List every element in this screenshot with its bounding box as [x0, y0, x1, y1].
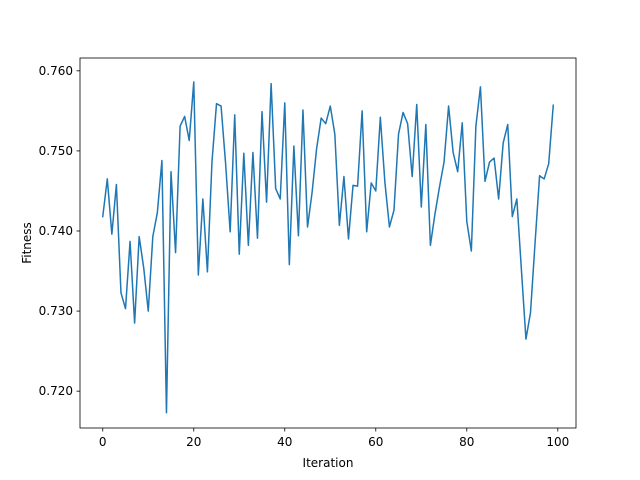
y-tick-label: 0.760 [39, 64, 73, 78]
y-tick-label: 0.730 [39, 304, 73, 318]
plot-layer [101, 81, 555, 414]
x-tick-label: 20 [186, 435, 201, 449]
series-line-0 [101, 81, 555, 414]
x-tick-label: 100 [546, 435, 569, 449]
y-tick-label: 0.740 [39, 224, 73, 238]
x-tick-label: 80 [459, 435, 474, 449]
x-tick-label: 60 [368, 435, 383, 449]
y-tick-label: 0.720 [39, 384, 73, 398]
y-axis-label: Fitness [20, 222, 34, 264]
x-tick-label: 40 [277, 435, 292, 449]
y-tick-label: 0.750 [39, 144, 73, 158]
x-tick-label: 0 [99, 435, 107, 449]
axes-frame [79, 57, 577, 429]
x-axis-label: Iteration [303, 456, 354, 470]
x-axis: 0 20 40 60 80 100 [99, 428, 569, 449]
y-axis: 0.720 0.730 0.740 0.750 0.760 [39, 64, 80, 398]
